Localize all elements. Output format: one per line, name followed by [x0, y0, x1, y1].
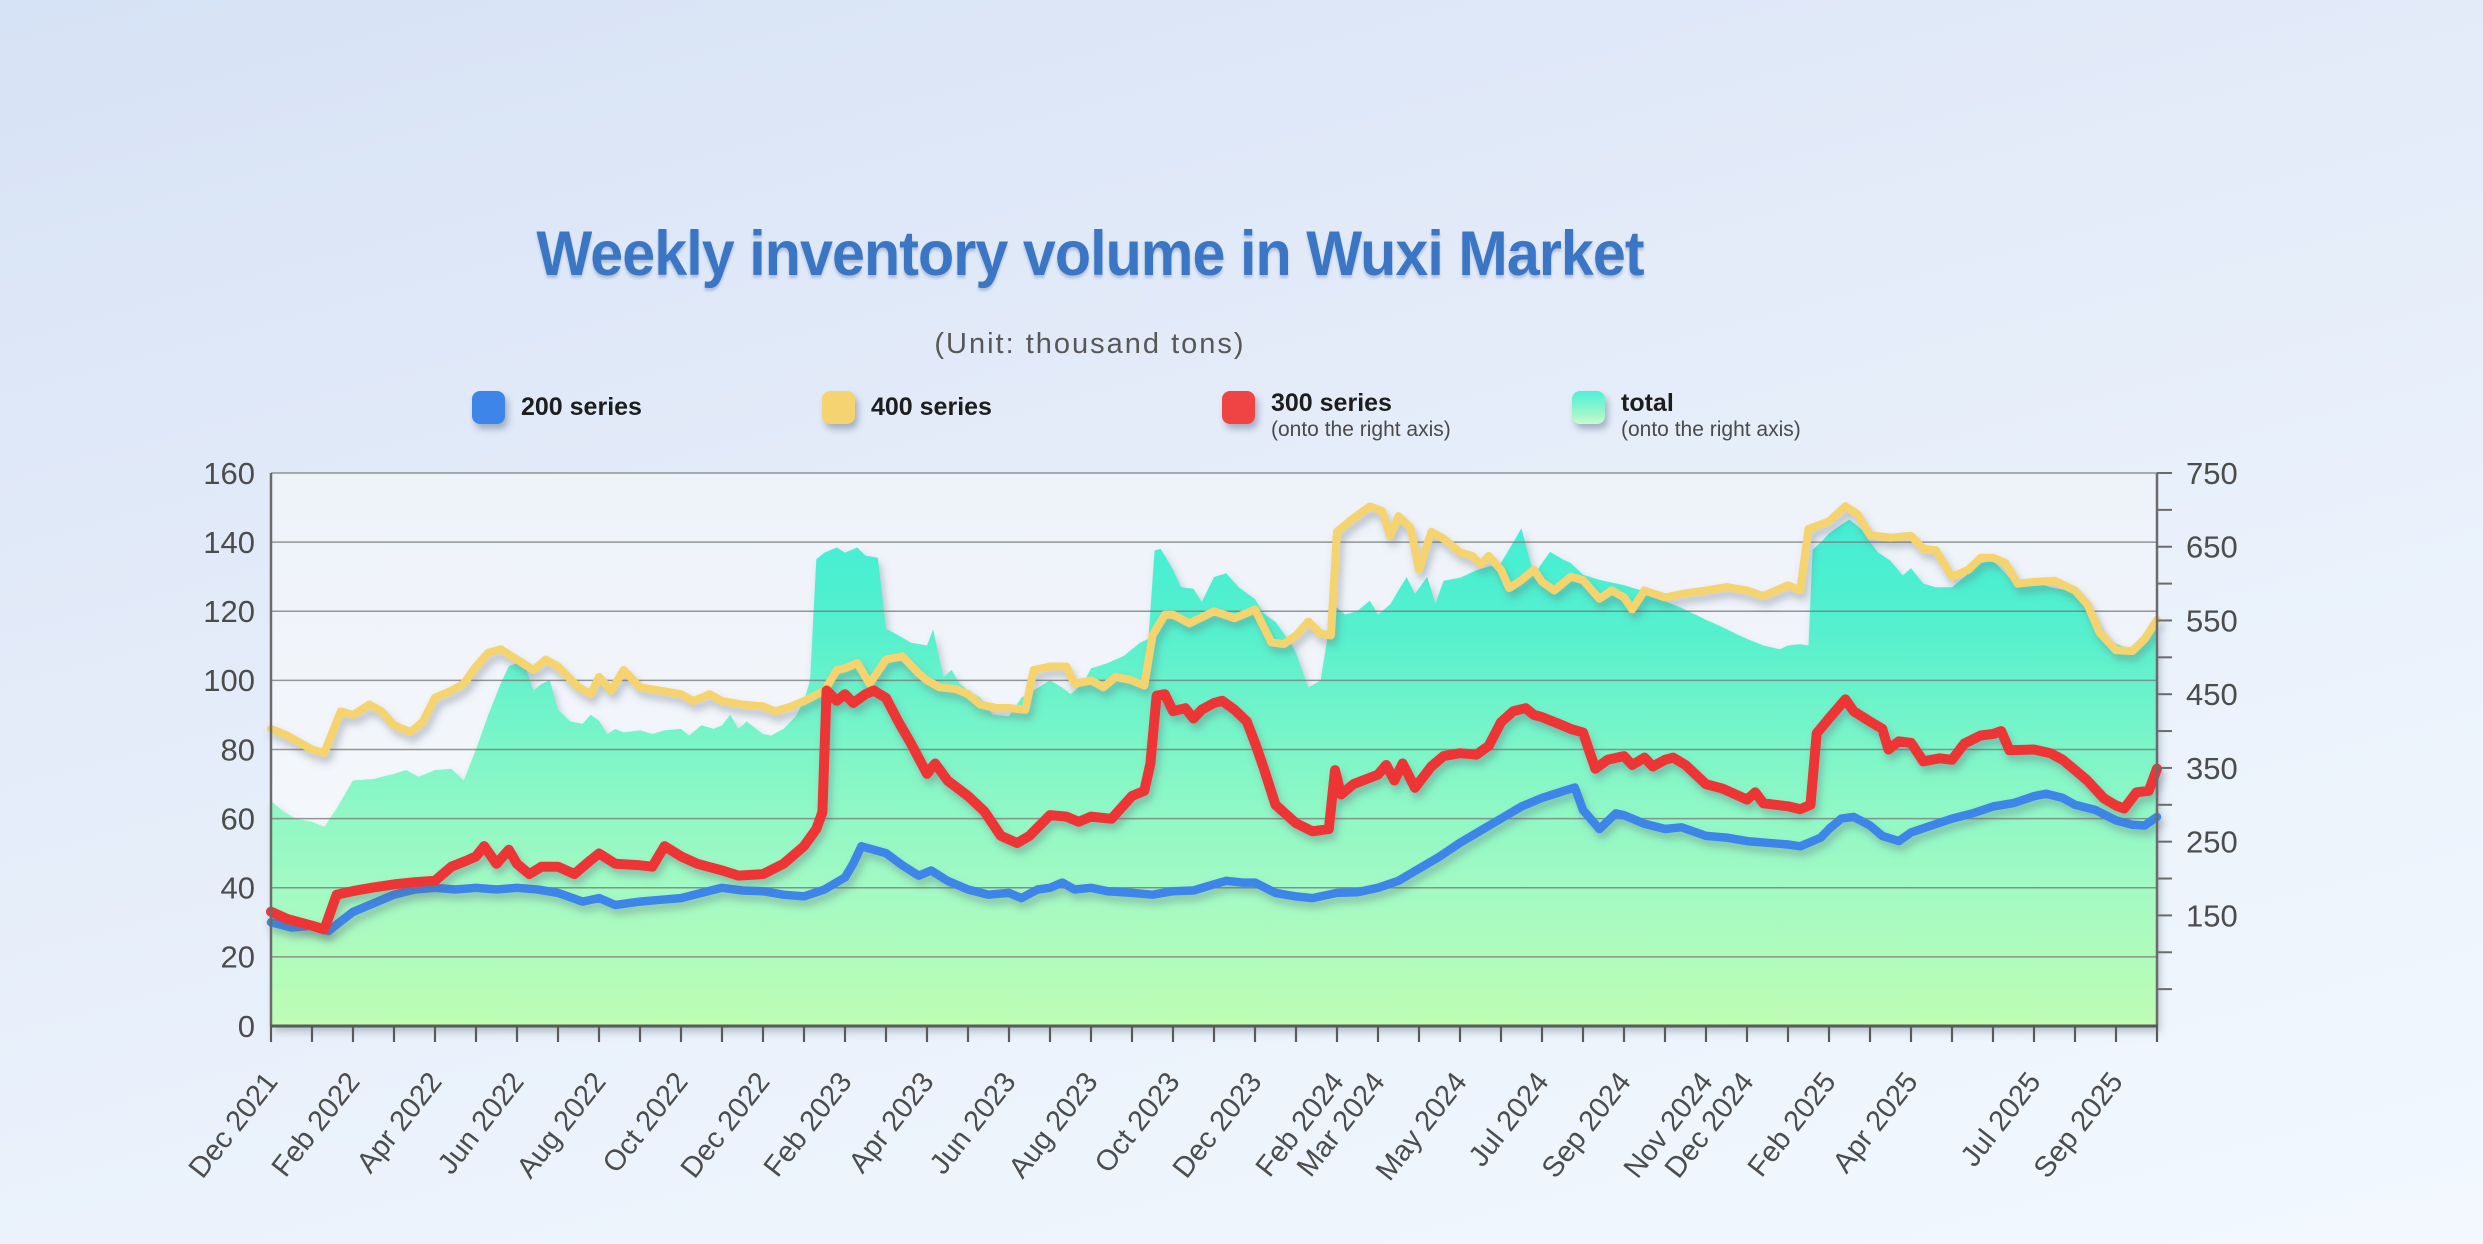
legend-item-300-series: 300 series (onto the right axis) [1222, 391, 1451, 442]
y-right-label-650: 650 [2186, 530, 2238, 565]
y-right-label-450: 450 [2186, 677, 2238, 712]
y-left-label-20: 20 [221, 940, 255, 975]
y-right-label-750: 750 [2186, 456, 2238, 491]
y-right-label-550: 550 [2186, 603, 2238, 638]
unit-note: (Unit: thousand tons) [934, 328, 1246, 360]
legend-swatch-total-icon [1572, 391, 1605, 424]
y-left-label-0: 0 [238, 1009, 255, 1044]
x-label-Apr-2025: Apr 2025 [1827, 1067, 1925, 1179]
y-left-label-60: 60 [221, 801, 255, 836]
series-line-200-series [266, 783, 2162, 936]
y-right-label-350: 350 [2186, 751, 2238, 786]
y-right-label-250: 250 [2186, 825, 2238, 860]
y-left-label-160: 160 [203, 456, 255, 491]
y-left-label-40: 40 [221, 871, 255, 906]
y-left-label-120: 120 [203, 594, 255, 629]
legend-item-total: total (onto the right axis) [1572, 391, 1801, 442]
legend-label-200: 200 series [521, 393, 642, 421]
legend-item-400-series: 400 series [822, 391, 992, 424]
legend-swatch-400-icon [822, 391, 855, 424]
legend-swatch-300-icon [1222, 391, 1255, 424]
subtitle-wrap: (Unit: thousand tons) [0, 328, 2180, 361]
legend-caption-total: (onto the right axis) [1621, 418, 1801, 441]
series-line-400-series [267, 502, 2161, 757]
legend-item-200-series: 200 series [472, 391, 642, 424]
y-left-label-100: 100 [203, 663, 255, 698]
y-left-label-140: 140 [203, 525, 255, 560]
legend-label-total: total [1621, 389, 1674, 417]
y-left-label-80: 80 [221, 732, 255, 767]
legend-label-400: 400 series [871, 393, 992, 421]
series-line-300-series [266, 685, 2162, 935]
legend-caption-300: (onto the right axis) [1271, 418, 1451, 441]
series-total-area [271, 519, 2157, 1026]
legend-label-300: 300 series [1271, 389, 1392, 417]
page-title: Weekly inventory volume in Wuxi Market [536, 219, 1644, 289]
y-right-label-150: 150 [2186, 898, 2238, 933]
title-wrap: Weekly inventory volume in Wuxi Market [0, 218, 2180, 290]
legend-swatch-200-icon [472, 391, 505, 424]
